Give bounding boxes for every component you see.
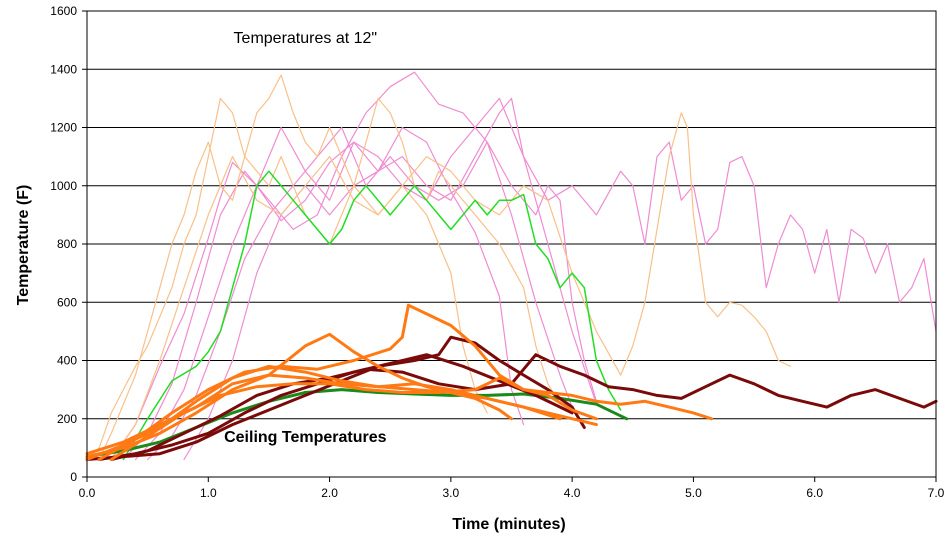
y-tick-label-0: 0 — [70, 470, 77, 484]
y-tick-label-1600: 1600 — [50, 4, 77, 18]
tick-labels: 0.0 1.0 2.0 3.0 4.0 5.0 6.0 7.0 0 200 400 600 800 100… — [50, 4, 944, 500]
x-tick-label-2.0: 2.0 — [321, 486, 338, 500]
series-line-18 — [85, 373, 598, 456]
x-tick-label-3.0: 3.0 — [443, 486, 460, 500]
series-line-4 — [147, 126, 597, 461]
y-tick-label-1000: 1000 — [50, 179, 77, 193]
series-line-1 — [110, 126, 525, 461]
grid-lines — [87, 10, 936, 478]
y-tick-label-1200: 1200 — [50, 121, 77, 135]
series-line-2 — [122, 71, 573, 461]
series-line-3 — [134, 97, 597, 461]
x-tick-label-4.0: 4.0 — [564, 486, 581, 500]
y-tick-label-1400: 1400 — [50, 62, 77, 76]
x-tick-label-6.0: 6.0 — [806, 486, 823, 500]
series-line-7 — [98, 74, 561, 461]
y-axis-title: Temperature (F) — [15, 185, 32, 306]
x-axis-title: Time (minutes) — [452, 516, 566, 533]
series-group — [85, 71, 938, 461]
annotation-ceiling-temperatures: Ceiling Temperatures — [224, 429, 387, 446]
series-line-9 — [122, 170, 622, 461]
annotation-temperatures-12in: Temperatures at 12" — [234, 30, 378, 47]
y-tick-label-200: 200 — [57, 412, 77, 426]
x-tick-label-5.0: 5.0 — [685, 486, 702, 500]
x-tick-label-0.0: 0.0 — [79, 486, 96, 500]
x-tick-label-1.0: 1.0 — [200, 486, 217, 500]
series-line-5 — [183, 97, 937, 461]
y-tick-label-800: 800 — [57, 237, 77, 251]
series-line-8 — [110, 112, 792, 461]
series-line-6 — [86, 97, 488, 461]
x-tick-label-7.0: 7.0 — [928, 486, 945, 500]
y-tick-label-400: 400 — [57, 354, 77, 368]
axes — [82, 10, 937, 482]
y-tick-label-600: 600 — [57, 295, 77, 309]
series-line-17 — [109, 376, 714, 461]
